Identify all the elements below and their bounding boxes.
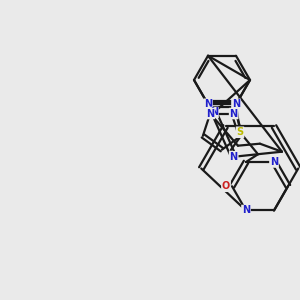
Text: N: N	[232, 99, 240, 109]
Text: N: N	[230, 109, 238, 118]
Text: N: N	[206, 109, 214, 118]
Text: N: N	[204, 99, 212, 109]
Text: O: O	[222, 181, 230, 191]
Text: N: N	[270, 157, 278, 167]
Text: N: N	[242, 206, 250, 215]
Text: N: N	[210, 107, 218, 118]
Text: S: S	[236, 127, 244, 137]
Text: N: N	[230, 152, 238, 162]
